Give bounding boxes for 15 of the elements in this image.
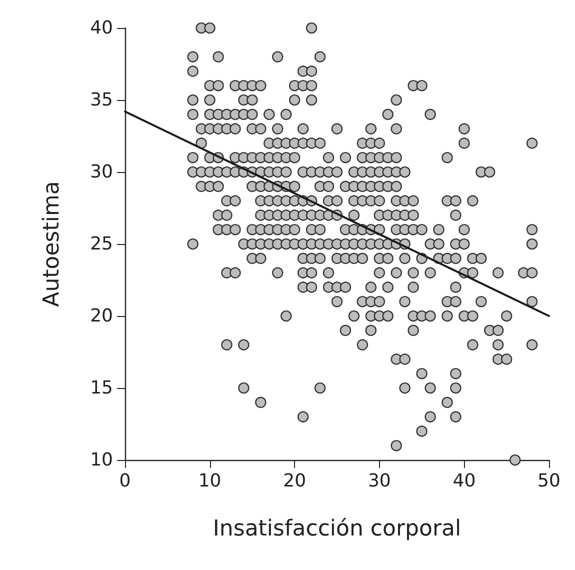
y-tick-label: 10 — [90, 450, 113, 470]
x-tick-label: 0 — [119, 470, 131, 492]
x-tick-label: 10 — [198, 470, 222, 492]
y-tick-label: 35 — [90, 90, 113, 110]
x-axis-title: Insatisfacción corporal — [212, 516, 462, 542]
y-tick-label: 40 — [90, 18, 113, 38]
x-tick-label: 20 — [283, 470, 306, 492]
x-tick-label: 50 — [538, 470, 560, 492]
y-tick-label: 20 — [90, 306, 113, 326]
x-tick-label: 40 — [452, 470, 476, 492]
y-axis-title: Autoestima — [40, 181, 64, 307]
x-tick-label: 30 — [368, 470, 391, 492]
y-tick-label: 25 — [90, 234, 113, 254]
y-tick-label: 15 — [90, 378, 113, 398]
y-tick-label: 30 — [90, 162, 113, 182]
